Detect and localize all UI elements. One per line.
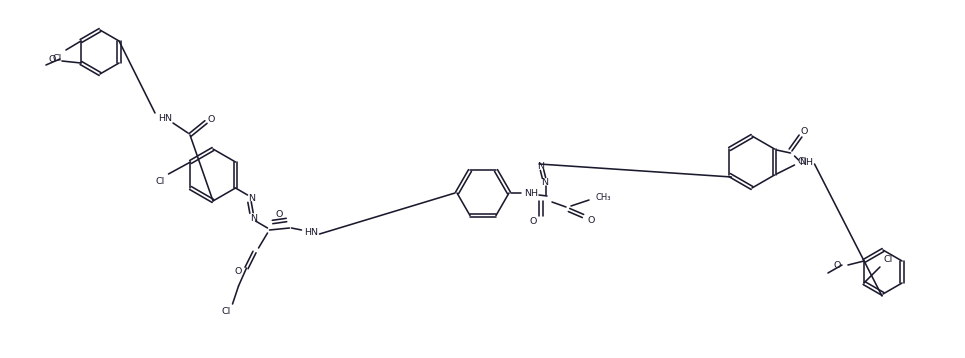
Text: NH: NH (524, 189, 538, 198)
Text: Cl: Cl (156, 176, 165, 185)
Text: O: O (207, 115, 214, 124)
Text: N: N (250, 213, 257, 223)
Text: O: O (834, 261, 841, 270)
Text: NH: NH (800, 158, 813, 166)
Text: N: N (248, 194, 255, 203)
Text: Cl: Cl (798, 156, 807, 165)
Text: CH₃: CH₃ (596, 193, 612, 202)
Text: Cl: Cl (52, 53, 62, 63)
Text: O: O (801, 126, 809, 135)
Text: N: N (541, 178, 548, 187)
Text: O: O (48, 54, 56, 63)
Text: O: O (588, 216, 594, 224)
Text: O: O (276, 209, 283, 218)
Text: N: N (538, 161, 544, 170)
Text: Cl: Cl (222, 308, 232, 316)
Text: Cl: Cl (883, 256, 893, 265)
Text: O: O (530, 217, 537, 226)
Text: HN: HN (158, 113, 172, 122)
Text: O: O (234, 267, 242, 276)
Text: HN: HN (305, 227, 318, 237)
